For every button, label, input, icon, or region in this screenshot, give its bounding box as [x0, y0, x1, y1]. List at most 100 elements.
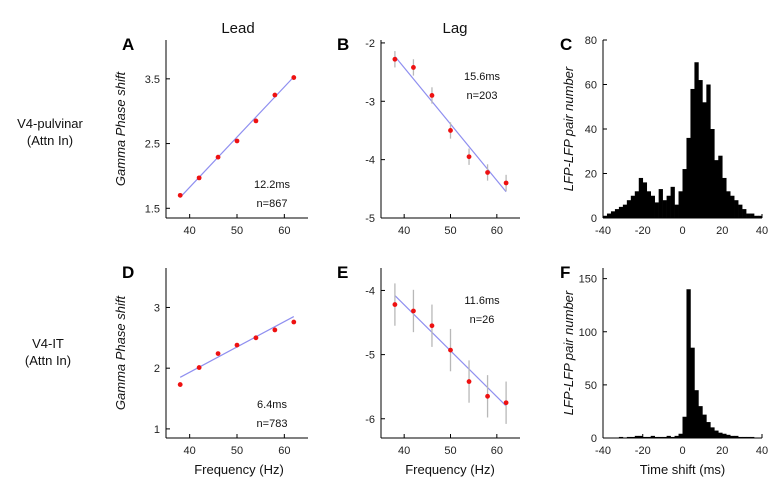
xlabel-frequency-lead: Frequency (Hz) [194, 462, 284, 477]
histogram-bar [678, 191, 683, 218]
histogram-bar [726, 434, 731, 438]
histogram-bar [722, 433, 727, 438]
histogram-bar [746, 436, 751, 438]
x-tick-label: 60 [491, 225, 503, 237]
data-point [429, 93, 435, 98]
data-point [466, 379, 472, 384]
histogram-bar [714, 160, 719, 218]
data-point [411, 65, 416, 70]
y-tick-label: 2.5 [145, 139, 160, 151]
data-point [234, 138, 240, 144]
histogram-bar [646, 191, 651, 218]
histogram-bar [698, 80, 703, 218]
data-point [429, 323, 435, 329]
data-point [253, 118, 259, 124]
histogram-bar [730, 195, 735, 218]
histogram-bar [734, 200, 739, 218]
histogram-bar [742, 436, 747, 438]
x-tick-label: 40 [184, 445, 196, 457]
x-tick-label: 40 [398, 225, 410, 237]
y-axis-label: LFP-LFP pair number [561, 66, 576, 191]
histogram-bar [670, 436, 675, 438]
y-axis-label: Gamma Phase shift [113, 295, 128, 411]
data-point [196, 175, 202, 181]
y-tick-label: -4 [365, 155, 375, 167]
histogram-bar [694, 390, 699, 438]
histogram-bar [690, 88, 695, 218]
y-tick-label: 3.5 [145, 74, 160, 86]
histogram-bar [702, 102, 707, 218]
data-point [466, 154, 472, 160]
histogram-bar [630, 195, 636, 218]
xlabel-frequency-lag: Frequency (Hz) [405, 462, 495, 477]
data-point [448, 128, 453, 133]
histogram-bar [618, 436, 624, 438]
column-title-lag: Lag [442, 20, 467, 37]
panel-letter-e: E [337, 263, 348, 282]
y-tick-label: 2 [154, 363, 160, 375]
histogram-bar [750, 436, 755, 438]
x-tick-label: 0 [679, 225, 685, 237]
data-point [485, 170, 490, 175]
lag-time-annotation: 15.6ms [464, 71, 501, 83]
histogram-bar [638, 177, 644, 218]
y-tick-label: 50 [585, 380, 597, 392]
histogram-bar [662, 436, 667, 438]
panel-e: E 40 50 60 -4 -5 -6 11.6ms n=26 [337, 263, 520, 457]
x-tick-label: 40 [756, 225, 768, 237]
histogram-bar [754, 215, 759, 218]
panel-letter-a: A [122, 35, 134, 54]
histogram-bar [606, 213, 612, 218]
lag-time-annotation: 11.6ms [464, 295, 500, 307]
histogram-bar [646, 436, 651, 438]
histogram-bar [718, 155, 723, 218]
x-tick-label: -40 [595, 225, 611, 237]
x-tick-label: -20 [635, 445, 651, 457]
y-tick-label: -6 [365, 414, 375, 426]
lag-time-annotation: 12.2ms [254, 179, 291, 191]
histogram-bar [622, 204, 628, 218]
histogram-bar [662, 200, 667, 218]
y-tick-label: 100 [579, 327, 597, 339]
y-tick-label: 1.5 [145, 203, 160, 215]
x-tick-label: 50 [231, 225, 243, 237]
data-point [503, 180, 509, 186]
x-tick-label: 40 [184, 225, 196, 237]
sample-size-annotation: n=867 [257, 198, 288, 210]
data-point [392, 302, 398, 307]
panel-c: C -40 -20 0 20 40 0 20 40 60 80 LFP-LFP pair number [560, 35, 768, 237]
sample-size-annotation: n=26 [470, 314, 495, 326]
y-tick-label: -4 [365, 285, 375, 297]
y-axis-label: LFP-LFP pair number [561, 290, 576, 415]
sample-size-annotation: n=203 [467, 90, 498, 102]
panel-letter-c: C [560, 35, 572, 54]
data-point [411, 308, 416, 314]
histogram-bar [706, 422, 711, 438]
histogram-bar [706, 84, 711, 218]
panel-letter-d: D [122, 263, 134, 282]
data-point [177, 192, 183, 198]
data-point [272, 327, 278, 333]
x-axis-label: Time shift (ms) [640, 462, 725, 477]
row-label-v4-pulvinar: V4-pulvinar [17, 116, 83, 131]
row-label-v4-it: V4-IT [32, 336, 64, 351]
histogram-bar [674, 435, 679, 438]
y-axis-label: Gamma Phase shift [113, 71, 128, 187]
histogram-bar [746, 213, 751, 218]
panel-b: B 40 50 60 -2 -3 -4 -5 15.6ms n=203 [337, 35, 520, 237]
y-tick-label: -2 [365, 38, 375, 50]
histogram-bar [750, 213, 755, 218]
y-tick-label: -3 [365, 96, 375, 108]
x-tick-label: -40 [595, 445, 611, 457]
row-label-v4-pulvinar-condition: (Attn In) [27, 133, 73, 148]
x-tick-label: 60 [278, 225, 290, 237]
y-tick-label: 0 [591, 433, 597, 445]
y-tick-label: -5 [365, 350, 375, 362]
histogram-bar [694, 62, 699, 218]
histogram-bar [650, 435, 655, 438]
histogram-bar [630, 436, 636, 438]
data-point [503, 400, 509, 406]
histogram-bar [682, 169, 687, 218]
histogram-bar [702, 414, 707, 438]
